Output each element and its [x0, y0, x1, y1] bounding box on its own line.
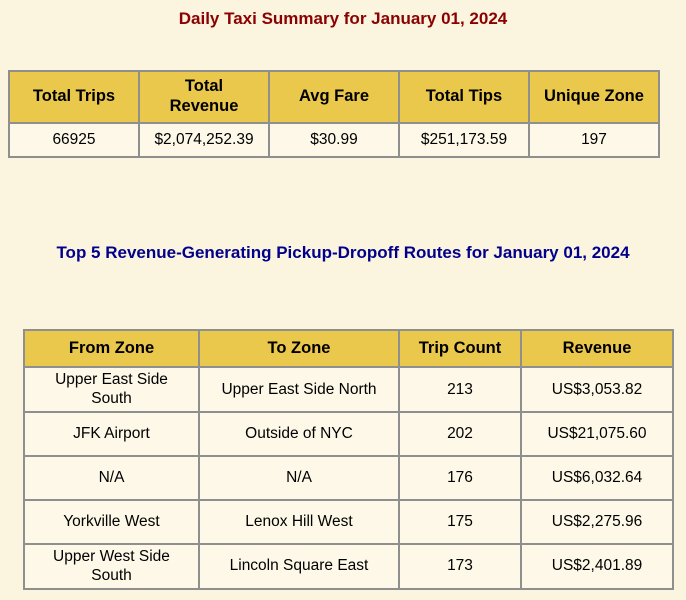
to-zone-cell: N/A — [198, 454, 400, 501]
total-revenue-value: $2,074,252.39 — [138, 122, 270, 158]
column-header-total-trips: Total Trips — [8, 70, 140, 124]
trip-count-cell: 173 — [398, 542, 522, 590]
trip-count-cell: 175 — [398, 498, 522, 545]
daily-summary-data-row: 66925 $2,074,252.39 $30.99 $251,173.59 1… — [8, 122, 660, 158]
avg-fare-value: $30.99 — [268, 122, 400, 158]
from-zone-cell: JFK Airport — [23, 410, 200, 457]
column-header-total-revenue: Total Revenue — [138, 70, 270, 124]
column-header-revenue: Revenue — [520, 329, 674, 368]
route-row: JFK Airport Outside of NYC 202 US$21,075… — [23, 410, 674, 457]
column-header-unique-zone: Unique Zone — [528, 70, 660, 124]
to-zone-cell: Lincoln Square East — [198, 542, 400, 590]
total-trips-value: 66925 — [8, 122, 140, 158]
column-header-to-zone: To Zone — [198, 329, 400, 368]
revenue-cell: US$2,401.89 — [520, 542, 674, 590]
column-header-avg-fare: Avg Fare — [268, 70, 400, 124]
daily-summary-table: Total Trips Total Revenue Avg Fare Total… — [8, 70, 660, 158]
from-zone-cell: Upper East Side South — [23, 366, 200, 413]
top-routes-header-row: From Zone To Zone Trip Count Revenue — [23, 329, 674, 368]
top-routes-title: Top 5 Revenue-Generating Pickup-Dropoff … — [56, 243, 630, 262]
trip-count-cell: 202 — [398, 410, 522, 457]
route-row: Upper East Side South Upper East Side No… — [23, 366, 674, 413]
route-row: N/A N/A 176 US$6,032.64 — [23, 454, 674, 501]
trip-count-cell: 176 — [398, 454, 522, 501]
unique-zone-value: 197 — [528, 122, 660, 158]
revenue-cell: US$6,032.64 — [520, 454, 674, 501]
route-row: Yorkville West Lenox Hill West 175 US$2,… — [23, 498, 674, 545]
trip-count-cell: 213 — [398, 366, 522, 413]
revenue-cell: US$21,075.60 — [520, 410, 674, 457]
column-header-total-tips: Total Tips — [398, 70, 530, 124]
from-zone-cell: Yorkville West — [23, 498, 200, 545]
top-routes-table: From Zone To Zone Trip Count Revenue Upp… — [23, 329, 674, 590]
from-zone-cell: N/A — [23, 454, 200, 501]
from-zone-cell: Upper West Side South — [23, 542, 200, 590]
column-header-from-zone: From Zone — [23, 329, 200, 368]
to-zone-cell: Outside of NYC — [198, 410, 400, 457]
column-header-trip-count: Trip Count — [398, 329, 522, 368]
total-tips-value: $251,173.59 — [398, 122, 530, 158]
daily-summary-header-row: Total Trips Total Revenue Avg Fare Total… — [8, 70, 660, 124]
to-zone-cell: Lenox Hill West — [198, 498, 400, 545]
revenue-cell: US$3,053.82 — [520, 366, 674, 413]
revenue-cell: US$2,275.96 — [520, 498, 674, 545]
route-row: Upper West Side South Lincoln Square Eas… — [23, 542, 674, 590]
to-zone-cell: Upper East Side North — [198, 366, 400, 413]
daily-summary-title: Daily Taxi Summary for January 01, 2024 — [178, 9, 508, 28]
